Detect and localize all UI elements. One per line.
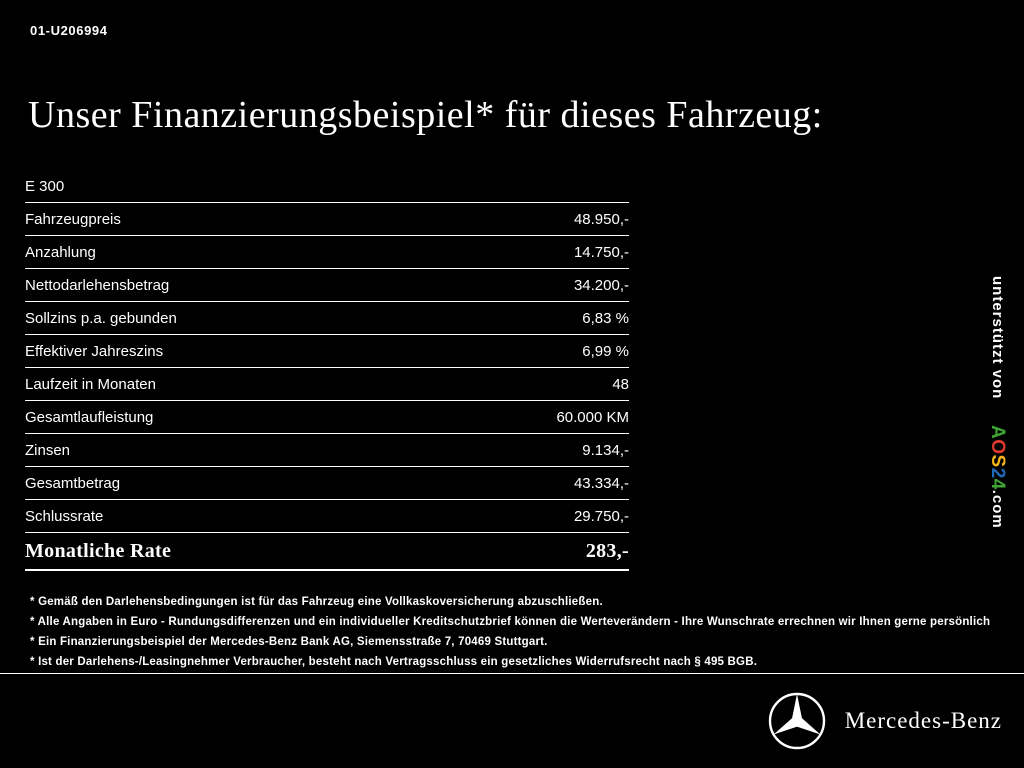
table-row: Laufzeit in Monaten 48	[25, 368, 629, 401]
page-title: Unser Finanzierungsbeispiel* für dieses …	[28, 94, 823, 137]
table-row-monthly-rate: Monatliche Rate 283,-	[25, 533, 629, 571]
row-label: Zinsen	[25, 441, 71, 459]
row-label: Anzahlung	[25, 243, 96, 261]
row-value: 6,99 %	[582, 342, 629, 360]
footnote: * Ein Finanzierungsbeispiel der Mercedes…	[30, 636, 548, 648]
row-value: 6,83 %	[582, 309, 629, 327]
aos24-letter: O	[987, 439, 1008, 455]
row-label: Laufzeit in Monaten	[25, 375, 156, 393]
table-row: Zinsen 9.134,-	[25, 434, 629, 467]
row-label: Schlussrate	[25, 507, 104, 525]
row-label: Gesamtbetrag	[25, 474, 121, 492]
footnotes: * Gemäß den Darlehensbedingungen ist für…	[30, 596, 991, 676]
row-value: 43.334,-	[573, 474, 629, 492]
table-row: Effektiver Jahreszins 6,99 %	[25, 335, 629, 368]
row-value: 48	[612, 375, 629, 393]
table-row: Nettodarlehensbetrag 34.200,-	[25, 269, 629, 302]
model-name: E 300	[25, 177, 65, 195]
mercedes-star-icon	[768, 692, 825, 750]
supported-by-text: unterstützt von	[989, 276, 1006, 400]
row-label: Effektiver Jahreszins	[25, 342, 164, 360]
brand-footer: Mercedes-Benz	[0, 673, 1024, 768]
aos24-letter: S	[987, 454, 1008, 468]
mercedes-benz-wordmark: Mercedes-Benz	[844, 708, 1002, 733]
footnote: * Ist der Darlehens-/Leasingnehmer Verbr…	[30, 656, 758, 668]
footnote: * Gemäß den Darlehensbedingungen ist für…	[30, 596, 603, 608]
row-label: Gesamtlaufleistung	[25, 408, 154, 426]
row-value: 48.950,-	[573, 210, 629, 228]
row-value: 34.200,-	[573, 276, 629, 294]
reference-id: 01-U206994	[30, 23, 108, 38]
row-label: Sollzins p.a. gebunden	[25, 309, 177, 327]
row-label: Nettodarlehensbetrag	[25, 276, 170, 294]
table-row: Fahrzeugpreis 48.950,-	[25, 203, 629, 236]
aos24-letter: A	[987, 424, 1008, 440]
table-row: Schlussrate 29.750,-	[25, 500, 629, 533]
aos24-letter: 4	[987, 478, 1008, 490]
row-value: 9.134,-	[582, 441, 629, 459]
row-value: 29.750,-	[573, 507, 629, 525]
table-row: Sollzins p.a. gebunden 6,83 %	[25, 302, 629, 335]
table-row: Anzahlung 14.750,-	[25, 236, 629, 269]
row-value: 14.750,-	[573, 243, 629, 261]
table-row-model: E 300	[25, 170, 629, 203]
table-row: Gesamtbetrag 43.334,-	[25, 467, 629, 500]
aos24-letter: 2	[987, 467, 1008, 479]
monthly-rate-label: Monatliche Rate	[25, 539, 172, 562]
domain-suffix: .com	[989, 489, 1006, 529]
row-label: Fahrzeugpreis	[25, 210, 121, 228]
supported-by-watermark: unterstützt von AOS24.com	[986, 276, 1008, 529]
row-value: 60.000 KM	[556, 408, 629, 426]
aos24-logo: AOS24	[987, 424, 1008, 490]
finance-table: E 300 Fahrzeugpreis 48.950,- Anzahlung 1…	[25, 170, 629, 571]
footnote: * Alle Angaben in Euro - Rundungsdiffere…	[30, 616, 991, 628]
table-row: Gesamtlaufleistung 60.000 KM	[25, 401, 629, 434]
monthly-rate-value: 283,-	[585, 539, 629, 562]
